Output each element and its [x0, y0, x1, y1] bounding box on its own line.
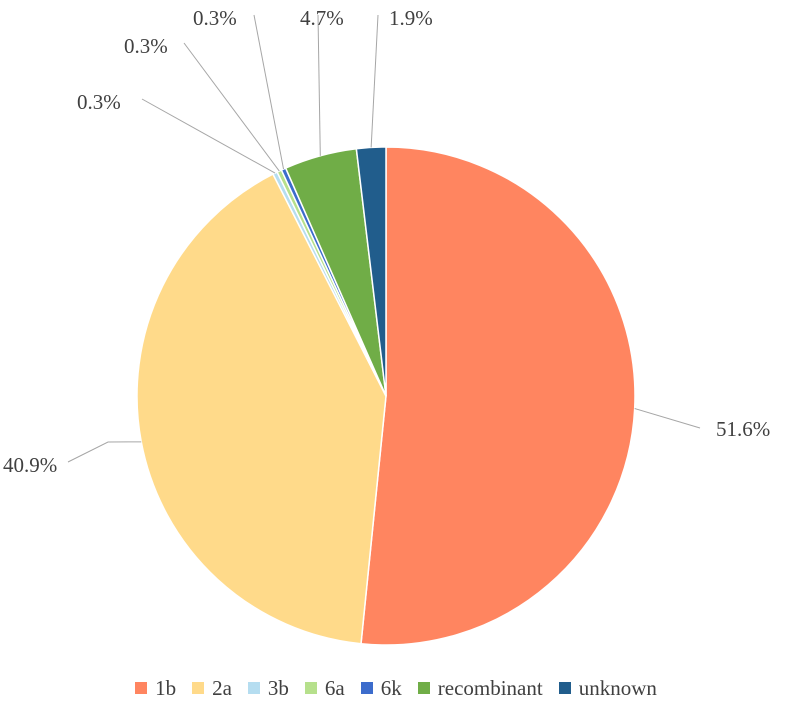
leader-line-6k — [253, 14, 285, 170]
legend-swatch-3b — [247, 682, 260, 694]
legend-swatch-6a — [304, 682, 317, 694]
legend-item-2a: 2a — [192, 676, 232, 700]
legend-swatch-unknown — [558, 682, 571, 694]
legend-label-1b: 1b — [155, 676, 177, 700]
legend-swatch-1b — [135, 682, 148, 694]
data-label-1b: 51.6% — [716, 417, 770, 441]
leader-line-unknown — [370, 14, 379, 148]
data-label-3b: 0.3% — [77, 90, 121, 114]
legend-item-3b: 3b — [247, 676, 289, 700]
legend-label-3b: 3b — [267, 676, 289, 700]
legend-label-6a: 6a — [324, 676, 345, 700]
leader-line-recombinant — [317, 14, 321, 156]
legend-label-unknown: unknown — [578, 676, 657, 700]
data-labels: 51.6% 40.9% 0.3% 0.3% 0.3% 4.7% 1.9% — [3, 6, 770, 477]
legend-item-6k: 6k — [360, 676, 402, 700]
legend-label-6k: 6k — [380, 676, 402, 700]
data-label-6k: 0.3% — [193, 6, 237, 30]
legend-label-recombinant: recombinant — [437, 676, 543, 700]
legend-item-unknown: unknown — [558, 676, 657, 700]
legend-item-6a: 6a — [304, 676, 345, 700]
leader-line-6a — [183, 42, 280, 172]
legend-item-recombinant: recombinant — [417, 676, 543, 700]
leader-line-2a — [67, 441, 142, 463]
legend-label-2a: 2a — [212, 676, 232, 700]
data-label-unknown: 1.9% — [389, 6, 433, 30]
legend-item-1b: 1b — [135, 676, 176, 700]
data-label-2a: 40.9% — [3, 453, 57, 477]
data-label-recombinant: 4.7% — [300, 6, 344, 30]
legend-swatch-6k — [360, 682, 373, 694]
pie-slice-2a — [136, 173, 387, 645]
legend-swatch-2a — [192, 682, 205, 694]
pie-slice-1b — [360, 146, 636, 646]
leader-line-1b — [634, 408, 701, 429]
leader-line-3b — [141, 98, 276, 174]
data-label-6a: 0.3% — [124, 34, 168, 58]
pie-slices — [136, 146, 636, 646]
legend-swatch-recombinant — [417, 682, 430, 694]
leader-lines — [67, 14, 701, 463]
legend: 1b 2a 3b 6a 6k recombinant unknown — [0, 676, 792, 700]
